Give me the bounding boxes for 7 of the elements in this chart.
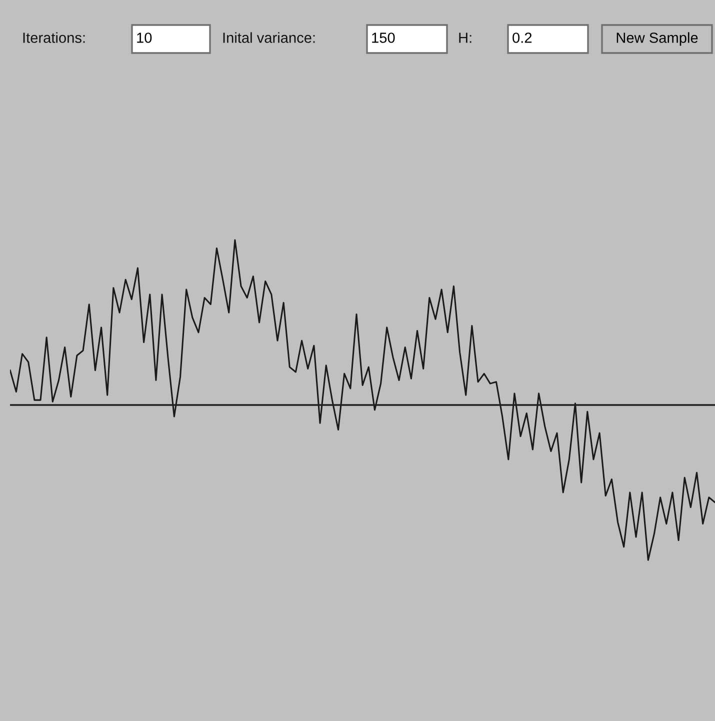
text: Iterations:: [23, 32, 85, 43]
text: 0.2: [512, 32, 532, 43]
text: New Sample: [616, 32, 698, 46]
text: 10: [137, 32, 152, 43]
text: H:: [459, 32, 472, 43]
text: 150: [372, 32, 395, 43]
text: Inital variance:: [223, 32, 315, 43]
